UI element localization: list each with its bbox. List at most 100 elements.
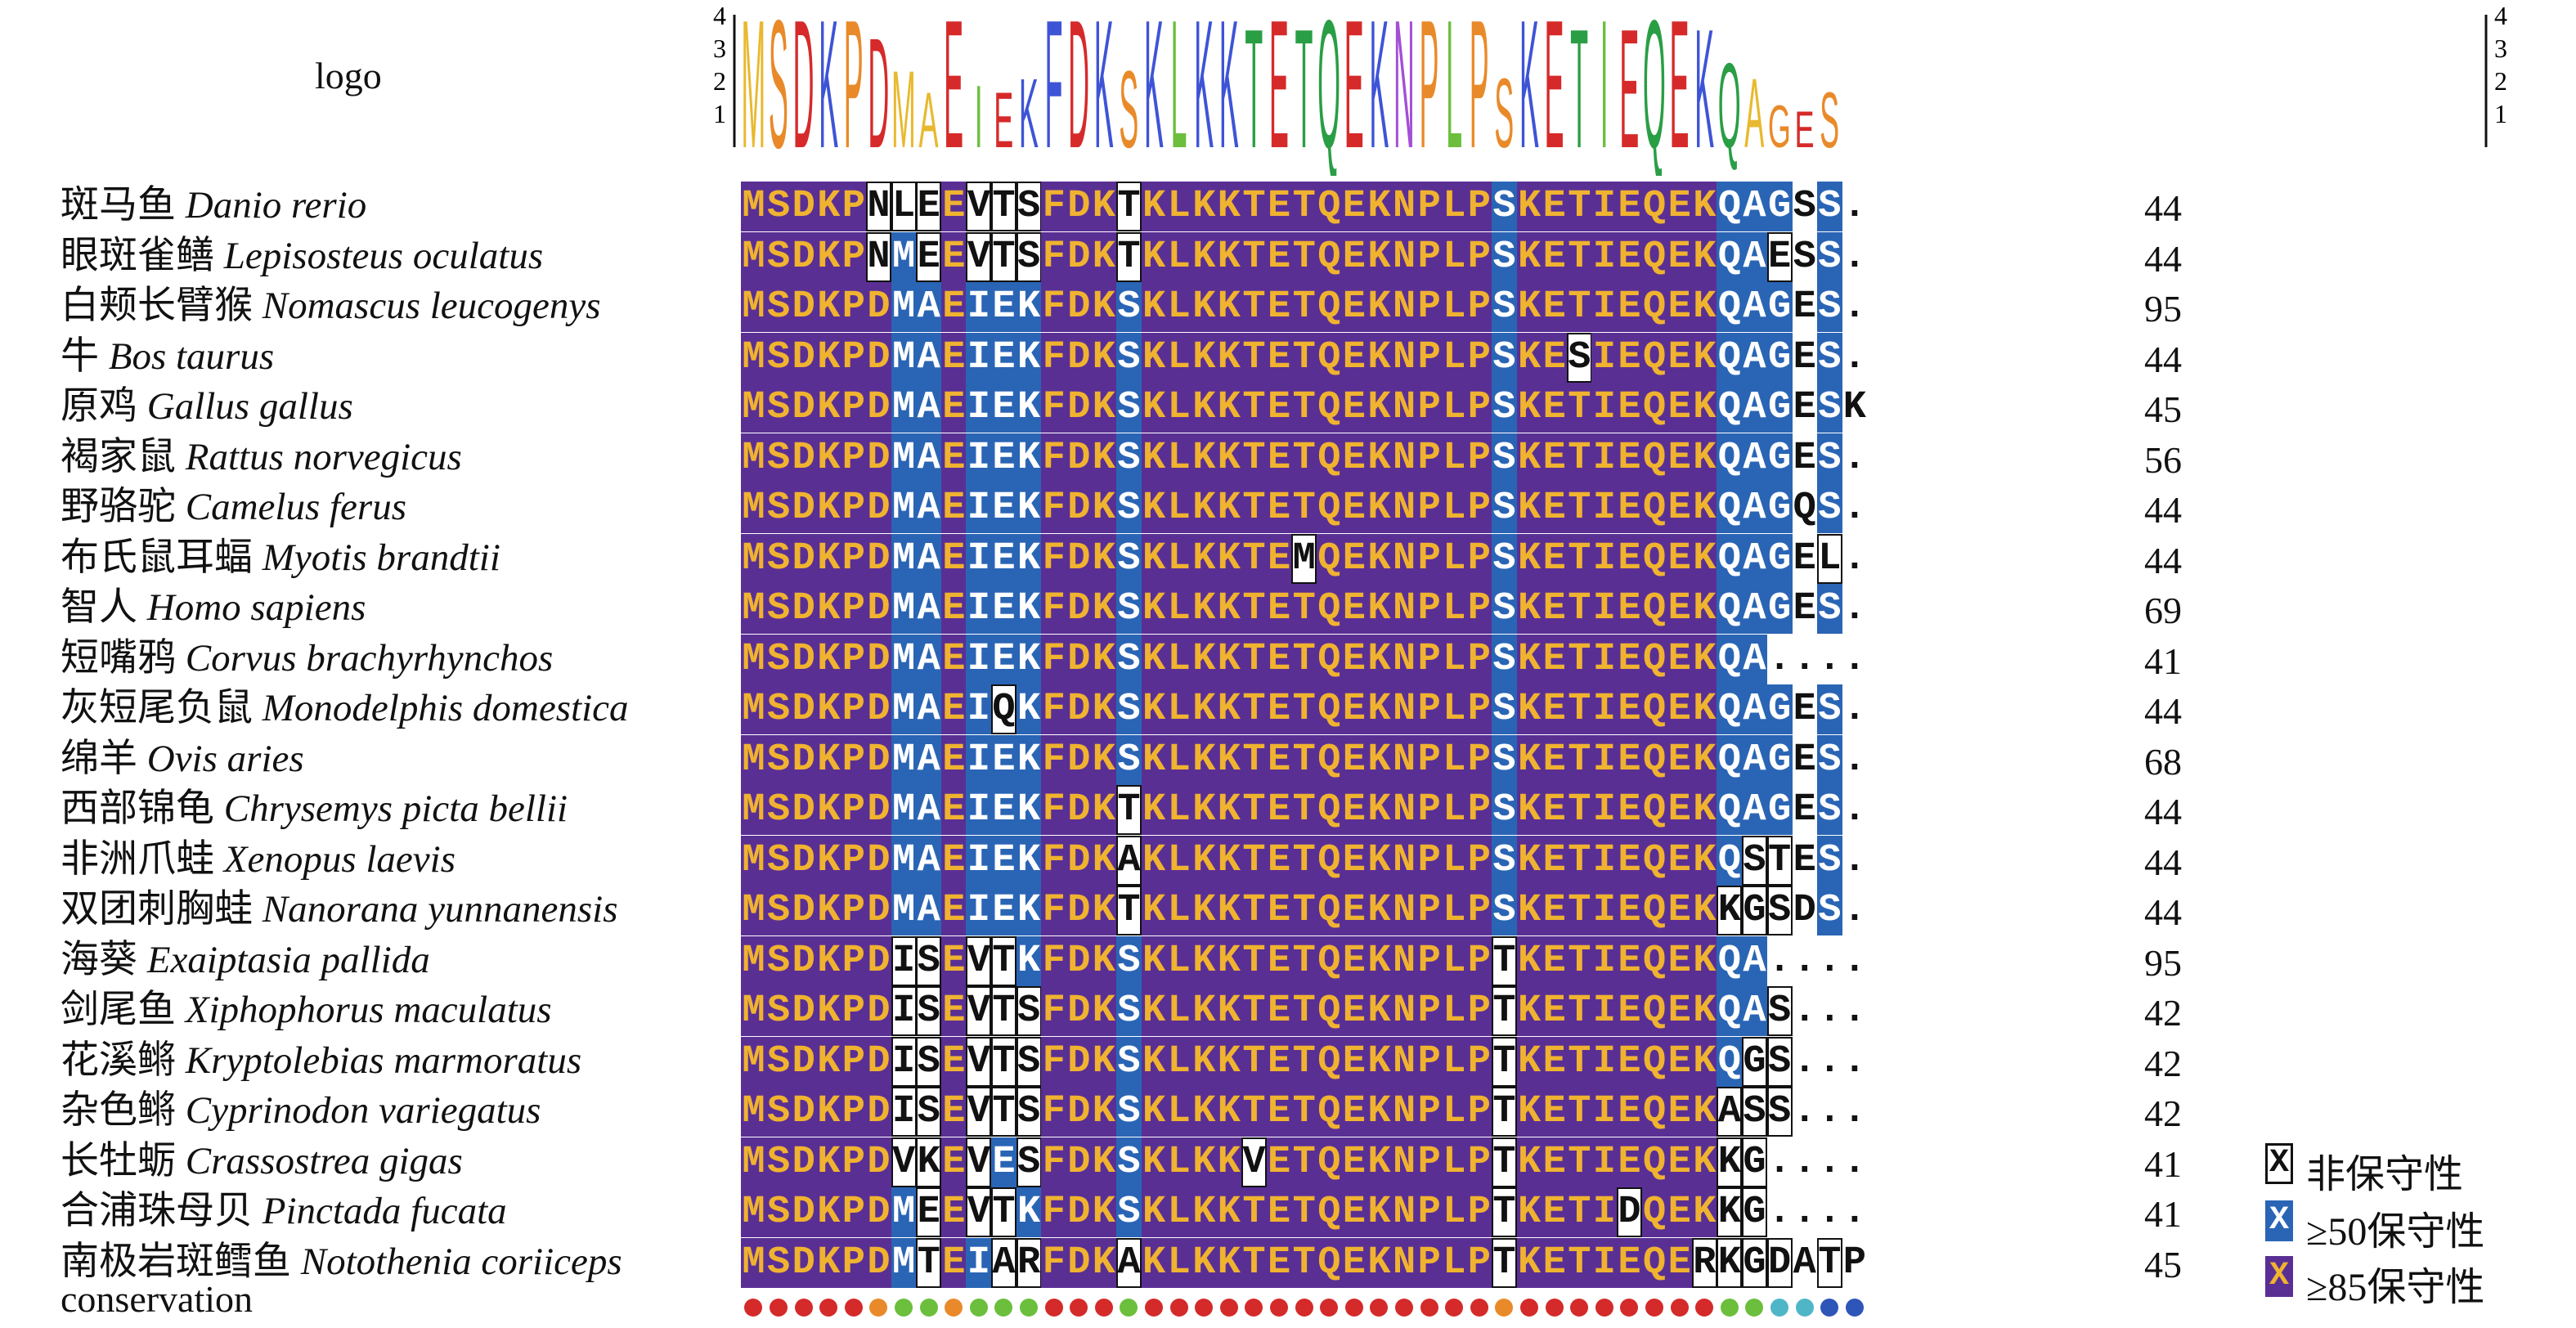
residue-cell: . <box>1767 1140 1792 1184</box>
right-axis-tick: 3 <box>2494 34 2507 63</box>
residue-cell: T <box>1566 383 1592 433</box>
residue-cell: S <box>1016 1137 1042 1187</box>
residue-cell: T <box>1291 182 1317 231</box>
species-name-sci: Pinctada fucata <box>262 1190 507 1232</box>
residue-cell: E <box>1341 835 1367 886</box>
residue-cell: E <box>991 433 1016 483</box>
residue-cell: . <box>1842 1039 1866 1083</box>
residue-cell: S <box>1116 383 1142 433</box>
residue-cell: E <box>1793 436 1816 480</box>
residue-cell: L <box>1166 734 1192 785</box>
residue-cell: T <box>1241 684 1267 734</box>
residue-cell: S <box>1492 182 1517 231</box>
residue-cell: M <box>741 231 766 282</box>
residue-cell: D <box>1066 986 1092 1036</box>
residue-cell: K <box>1141 634 1167 684</box>
legend-swatch: X <box>2265 1200 2293 1241</box>
residue-cell: K <box>1216 182 1242 231</box>
residue-cell: Q <box>1717 483 1743 533</box>
residue-cell: Q <box>1316 332 1342 383</box>
species-name-sci: Chrysemys picta bellii <box>223 787 568 830</box>
residue-cell: . <box>1842 487 1866 530</box>
residue-cell: S <box>1816 483 1842 533</box>
conservation-dot <box>1545 1299 1564 1317</box>
species-label: 灰短尾负鼠 Monodelphis domestica <box>61 689 629 728</box>
residue-cell: V <box>966 1087 992 1137</box>
residue-cell: L <box>1166 1237 1192 1288</box>
residue-cell: S <box>916 986 942 1036</box>
residue-cell: P <box>841 483 867 533</box>
residue-cell: E <box>1793 788 1816 832</box>
residue-cell: K <box>1516 182 1542 231</box>
species-label: 牛 Bos taurus <box>61 337 274 376</box>
residue-cell: A <box>1742 231 1767 282</box>
residue-cell: P <box>1416 1137 1443 1187</box>
residue-cell: S <box>1016 1087 1042 1137</box>
residue-cell: P <box>1466 684 1492 734</box>
residue-cell: K <box>1516 533 1542 584</box>
conservation-dot <box>1144 1299 1163 1317</box>
residue-cell: K <box>1091 383 1117 433</box>
logo-letter: K <box>1094 0 1114 176</box>
residue-cell: S <box>1816 332 1842 383</box>
residue-cell: P <box>1416 935 1443 986</box>
residue-cell: D <box>791 634 817 684</box>
residue-cell: K <box>815 785 841 835</box>
residue-cell: K <box>1367 1036 1392 1087</box>
residue-cell: T <box>1291 1087 1317 1137</box>
residue-cell: E <box>1667 1036 1693 1087</box>
residue-cell: K <box>1141 684 1167 734</box>
residue-cell: L <box>1441 986 1467 1036</box>
residue-cell: T <box>1291 935 1317 986</box>
residue-cell: D <box>791 383 817 433</box>
residue-cell: Q <box>1717 231 1743 282</box>
residue-cell: M <box>741 935 766 986</box>
logo-letter: K <box>1369 0 1389 176</box>
residue-cell: G <box>1766 734 1793 785</box>
legend-label: ≥85保守性 <box>2306 1266 2485 1309</box>
residue-cell: K <box>1191 785 1217 835</box>
residue-cell: E <box>991 634 1016 684</box>
residue-cell: E <box>1266 986 1292 1036</box>
residue-cell: S <box>916 1036 942 1087</box>
residue-cell: G <box>1742 886 1767 935</box>
residue-cell: A <box>1742 282 1767 332</box>
residue-cell: K <box>1516 282 1542 332</box>
residue-cell: I <box>1591 785 1618 835</box>
residue-cell: S <box>916 1087 942 1137</box>
residue-cell: E <box>991 282 1016 332</box>
conservation-dot <box>1720 1299 1739 1317</box>
residue-cell: . <box>1842 939 1866 983</box>
residue-cell: E <box>1542 886 1568 935</box>
residue-cell: S <box>1116 1187 1142 1237</box>
species-name-sci: Monodelphis domestica <box>262 687 629 729</box>
residue-cell: E <box>1617 986 1642 1036</box>
residue-cell: K <box>1191 584 1217 634</box>
residue-cell: S <box>1016 986 1042 1036</box>
residue-cell: L <box>1166 785 1192 835</box>
residue-cell: T <box>1492 1087 1517 1137</box>
residue-cell: K <box>1091 231 1117 282</box>
residue-cell: N <box>1391 282 1417 332</box>
residue-cell: Q <box>1641 634 1667 684</box>
residue-cell: D <box>866 533 891 584</box>
residue-cell: I <box>1591 282 1618 332</box>
species-name-zh: 野骆驼 <box>61 486 176 528</box>
residue-cell: . <box>1793 939 1816 983</box>
residue-cell: F <box>1041 684 1067 734</box>
residue-cell: P <box>1416 886 1443 935</box>
residue-cell: E <box>1266 1237 1292 1288</box>
residue-cell: . <box>1818 989 1842 1033</box>
residue-cell: K <box>1091 584 1117 634</box>
residue-cell: L <box>1441 433 1467 483</box>
residue-cell: A <box>1742 332 1767 383</box>
residue-cell: A <box>1742 533 1767 584</box>
residue-cell: T <box>1291 584 1317 634</box>
residue-cell: T <box>1241 383 1267 433</box>
species-label: 剑尾鱼 Xiphophorus maculatus <box>61 991 552 1030</box>
conservation-dot <box>1370 1299 1389 1317</box>
residue-cell: E <box>1266 533 1292 584</box>
residue-cell: S <box>1816 684 1842 734</box>
residue-cell: K <box>1691 433 1717 483</box>
residue-cell: L <box>1816 533 1842 584</box>
